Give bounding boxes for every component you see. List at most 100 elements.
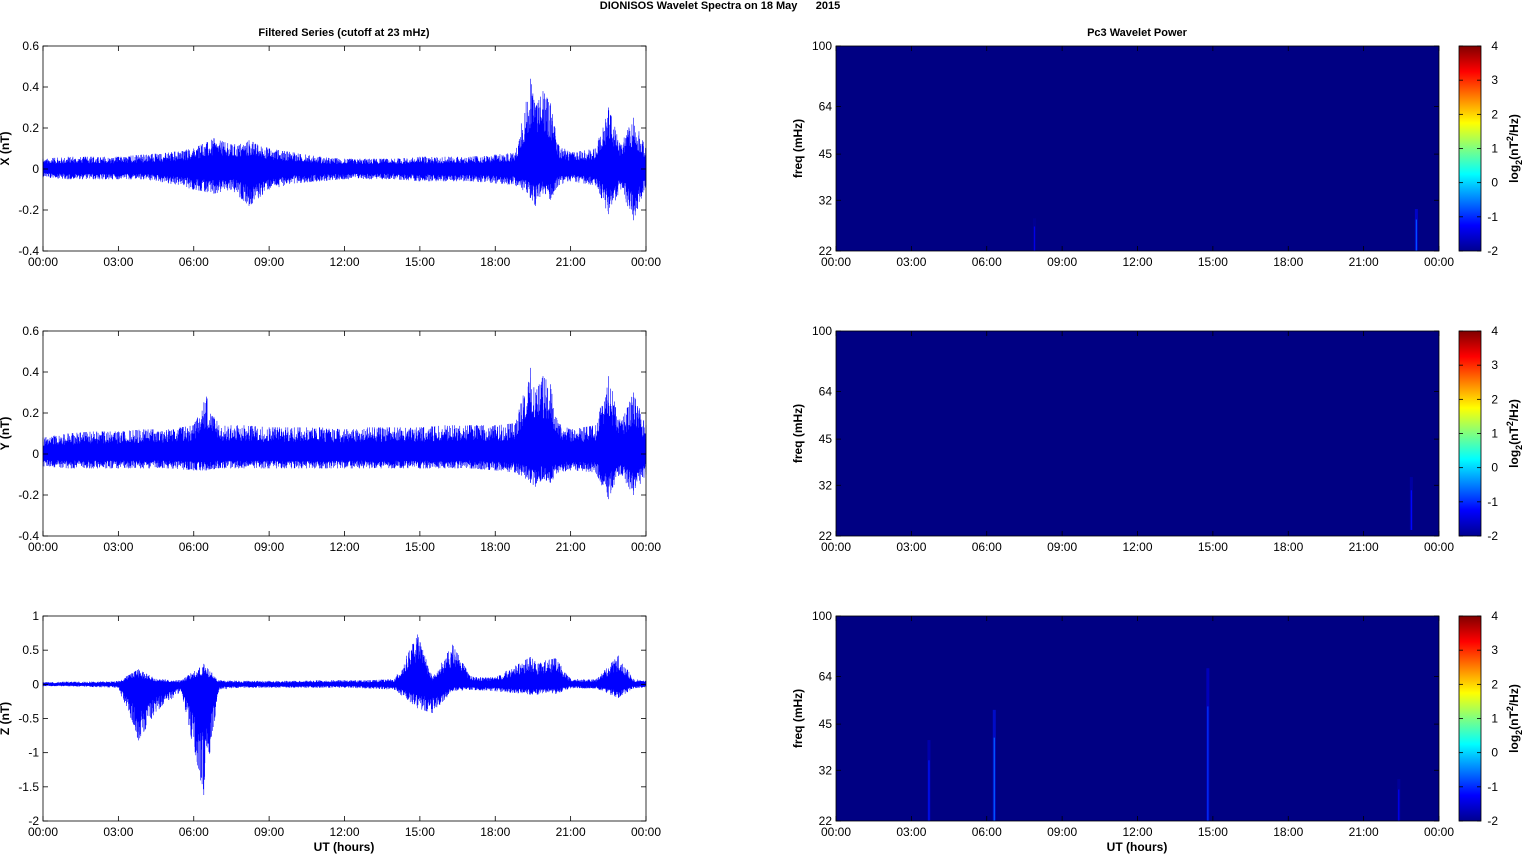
xtick-label: 09:00	[254, 255, 284, 269]
xtick-label: 12:00	[329, 825, 359, 839]
xtick-label: 03:00	[896, 825, 926, 839]
colorbar-tick-label: 3	[1491, 643, 1498, 657]
ytick-label: 22	[819, 529, 833, 543]
ytick-label: 22	[819, 814, 833, 828]
xtick-label: 00:00	[821, 255, 851, 269]
ytick-label: 0.4	[22, 80, 39, 94]
colorbar-tick-label: -1	[1487, 210, 1498, 224]
ytick-label: 0.2	[22, 406, 39, 420]
ytick-label: -0.4	[18, 529, 39, 543]
xtick-label: 03:00	[896, 540, 926, 554]
xtick-label: 03:00	[103, 255, 133, 269]
colorbar-tick-label: -1	[1487, 495, 1498, 509]
wavelet-ylabel: freq (mHz)	[791, 404, 805, 463]
xtick-label: 00:00	[821, 825, 851, 839]
colorbar-tick-label: -2	[1487, 244, 1498, 258]
series-ylabel: Z (nT)	[0, 702, 12, 735]
wavelet-background	[836, 331, 1439, 536]
xtick-label: 12:00	[1122, 255, 1152, 269]
figure-title: DIONISOS Wavelet Spectra on 18 May 2015	[600, 0, 840, 12]
ytick-label: 100	[812, 39, 832, 53]
xtick-label: 00:00	[28, 825, 58, 839]
xtick-label: 21:00	[1349, 540, 1379, 554]
ytick-label: 45	[819, 147, 833, 161]
ytick-label: 64	[819, 384, 833, 398]
ytick-label: -2	[28, 814, 39, 828]
xtick-label: 09:00	[254, 825, 284, 839]
colorbar-tick-label: 1	[1491, 712, 1498, 726]
colorbar-tick-label: 3	[1491, 73, 1498, 87]
xtick-label: 00:00	[1424, 540, 1454, 554]
series-ylabel: Y (nT)	[0, 417, 12, 451]
xtick-label: 06:00	[972, 825, 1002, 839]
wavelet-feature-core	[1207, 706, 1209, 821]
xtick-label: 18:00	[1273, 540, 1303, 554]
ytick-label: 0.6	[22, 39, 39, 53]
ytick-label: 32	[819, 478, 833, 492]
xtick-label: 18:00	[1273, 255, 1303, 269]
ytick-label: 64	[819, 99, 833, 113]
xtick-label: 12:00	[1122, 825, 1152, 839]
xtick-label: 15:00	[1198, 255, 1228, 269]
xtick-label: 15:00	[405, 825, 435, 839]
xtick-label: 00:00	[821, 540, 851, 554]
wavelet-feature-core	[1415, 219, 1417, 251]
ytick-label: 0	[32, 447, 39, 461]
ytick-label: -0.4	[18, 244, 39, 258]
right-column-title: Pc3 Wavelet Power	[1087, 27, 1188, 39]
xtick-label: 15:00	[1198, 825, 1228, 839]
colorbar-tick-label: 1	[1491, 427, 1498, 441]
colorbar-tick-label: 1	[1491, 142, 1498, 156]
xtick-label: 06:00	[972, 255, 1002, 269]
wavelet-ylabel: freq (mHz)	[791, 689, 805, 748]
colorbar-tick-label: 2	[1491, 107, 1498, 121]
xtick-label: 21:00	[556, 825, 586, 839]
wavelet-background	[836, 46, 1439, 251]
colorbar-tick-label: -2	[1487, 529, 1498, 543]
xtick-label: 06:00	[179, 825, 209, 839]
wavelet-shade	[836, 331, 1439, 536]
colorbar-tick-label: 4	[1491, 609, 1498, 623]
wavelet-feature-core	[928, 760, 930, 821]
xtick-label: 00:00	[631, 825, 661, 839]
ytick-label: 0	[32, 677, 39, 691]
ytick-label: 45	[819, 432, 833, 446]
ytick-label: 45	[819, 717, 833, 731]
colorbar-tick-label: 0	[1491, 746, 1498, 760]
xtick-label: 09:00	[1047, 540, 1077, 554]
wavelet-background	[836, 616, 1439, 821]
xtick-label: 18:00	[480, 825, 510, 839]
colorbar-tick-label: 0	[1491, 176, 1498, 190]
ytick-label: 100	[812, 324, 832, 338]
colorbar-tick-label: 2	[1491, 392, 1498, 406]
xtick-label: 09:00	[1047, 825, 1077, 839]
series-ylabel: X (nT)	[0, 132, 12, 166]
wavelet-feature-core	[1398, 789, 1400, 821]
ytick-label: 1	[32, 609, 39, 623]
xtick-label: 06:00	[179, 255, 209, 269]
xtick-label: 18:00	[480, 255, 510, 269]
ytick-label: -0.2	[18, 488, 39, 502]
ytick-label: 64	[819, 669, 833, 683]
xtick-label: 00:00	[28, 255, 58, 269]
colorbar-tick-label: 4	[1491, 324, 1498, 338]
ytick-label: 32	[819, 193, 833, 207]
ytick-label: -1	[28, 746, 39, 760]
colorbar-tick-label: 0	[1491, 461, 1498, 475]
left-xlabel: UT (hours)	[314, 840, 375, 854]
ytick-label: -0.2	[18, 203, 39, 217]
xtick-label: 15:00	[405, 540, 435, 554]
xtick-label: 21:00	[1349, 255, 1379, 269]
colorbar-tick-label: -2	[1487, 814, 1498, 828]
xtick-label: 18:00	[1273, 825, 1303, 839]
wavelet-shade	[836, 616, 1439, 821]
colorbar-tick-label: 2	[1491, 677, 1498, 691]
ytick-label: 0.6	[22, 324, 39, 338]
xtick-label: 21:00	[1349, 825, 1379, 839]
ytick-label: 0.4	[22, 365, 39, 379]
xtick-label: 03:00	[103, 825, 133, 839]
ytick-label: -0.5	[18, 712, 39, 726]
xtick-label: 12:00	[329, 540, 359, 554]
wavelet-feature-core	[993, 737, 995, 821]
